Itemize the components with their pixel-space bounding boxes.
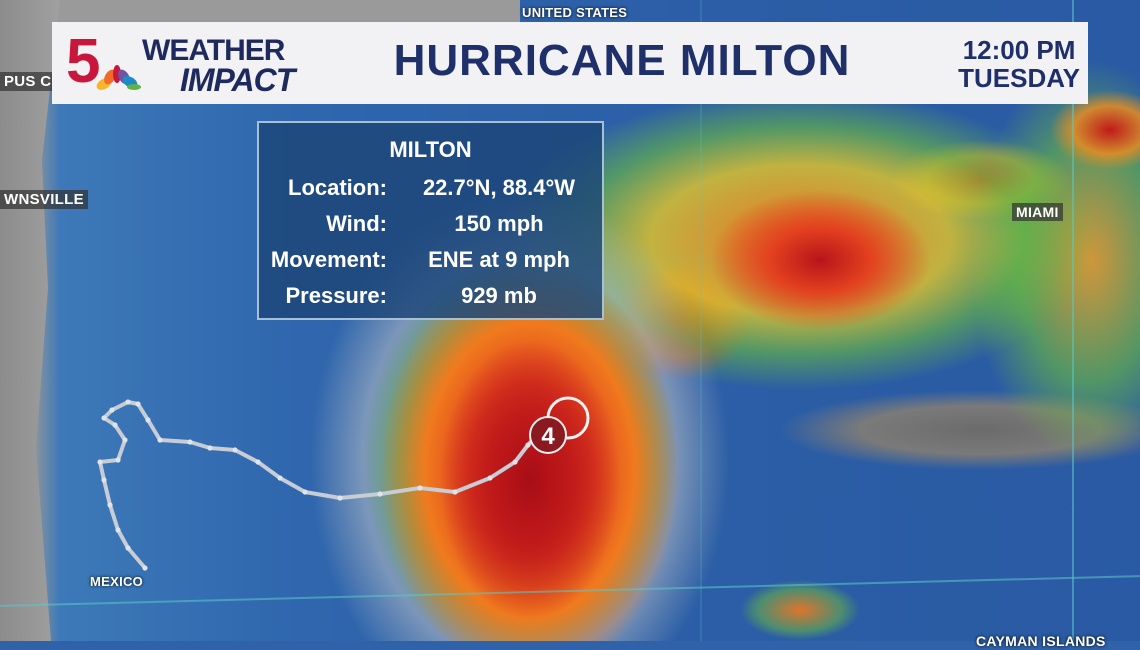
track-point (125, 545, 131, 551)
longitude-line (1072, 0, 1074, 641)
storm-name: MILTON (389, 137, 472, 162)
info-label: Location: (288, 175, 387, 200)
track-point (107, 502, 113, 508)
info-value: 22.7°N, 88.4°W (422, 175, 576, 200)
info-value: ENE at 9 mph (428, 247, 570, 272)
label-miami: MIAMI (1012, 203, 1063, 221)
track-point (145, 417, 151, 423)
track-point (115, 457, 121, 463)
track-point (487, 475, 493, 481)
storm-category: 4 (541, 423, 555, 450)
track-point (452, 489, 458, 495)
track-point (377, 491, 383, 497)
track-point (101, 415, 107, 421)
track-point (122, 437, 128, 443)
info-value: 150 mph (454, 211, 544, 236)
time: 12:00 PM (962, 35, 1076, 65)
info-value: 929 mb (461, 283, 537, 308)
label-united-states: UNITED STATES (522, 5, 628, 20)
longitude-line (700, 0, 702, 641)
track-point (337, 495, 343, 501)
track-point (142, 565, 148, 571)
track-point (97, 459, 103, 465)
track-point (207, 445, 213, 451)
track-point (135, 401, 141, 407)
track-point (417, 485, 423, 491)
station-logo: 5 (66, 27, 101, 96)
label-mexico: MEXICO (90, 574, 144, 589)
label-cayman-islands: CAYMAN ISLANDS (976, 633, 1106, 649)
track-point (187, 439, 193, 445)
label-corpus-christi: PUS CH (0, 72, 67, 91)
info-label: Pressure: (285, 283, 387, 308)
track-point (525, 442, 531, 448)
info-label: Movement: (270, 247, 387, 272)
peacock-logo-icon (96, 65, 141, 90)
info-label: Wind: (326, 211, 387, 236)
track-point (115, 527, 121, 533)
brand-weather: WEATHER (142, 34, 285, 67)
page-title: HURRICANE MILTON (393, 36, 851, 85)
track-point (109, 407, 115, 413)
track-point (125, 399, 131, 405)
day: TUESDAY (958, 63, 1080, 93)
track-point (255, 459, 261, 465)
track-point (232, 447, 238, 453)
track-point (512, 459, 518, 465)
brand-impact: IMPACT (180, 62, 295, 98)
storm-info-box: MILTON Location: 22.7°N, 88.4°W Wind: 150 … (257, 121, 604, 320)
track-point (101, 477, 107, 483)
timestamp: 12:00 PM TUESDAY (958, 36, 1080, 92)
track-point (112, 422, 118, 428)
header-banner: 5 WEATHER IMPACT HURRICANE MILTON 12:00 … (52, 22, 1088, 104)
track-point (157, 437, 163, 443)
track-point (277, 475, 283, 481)
track-point (302, 489, 308, 495)
land-united-states (0, 0, 520, 22)
label-brownsville: WNSVILLE (0, 190, 88, 209)
hurricane-symbol-icon (529, 396, 590, 454)
